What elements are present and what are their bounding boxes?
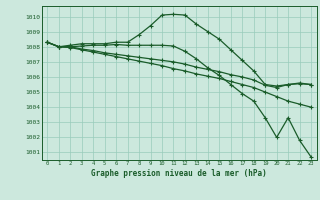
X-axis label: Graphe pression niveau de la mer (hPa): Graphe pression niveau de la mer (hPa) xyxy=(91,169,267,178)
